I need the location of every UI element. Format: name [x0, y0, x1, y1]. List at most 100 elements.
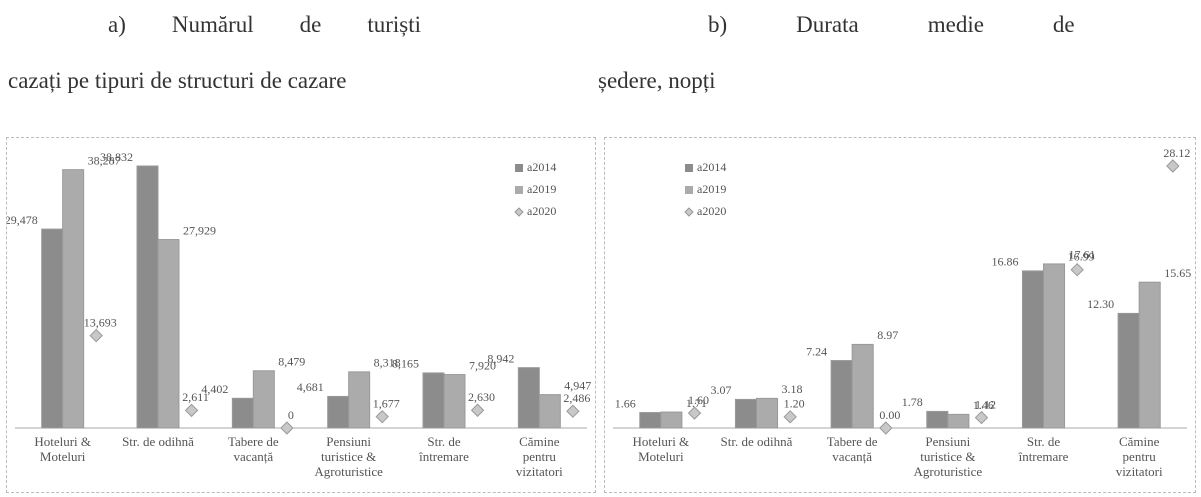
x-tick-label: Pensiuni turistice & Agroturistice — [913, 434, 983, 479]
diamond-marker — [470, 403, 485, 417]
x-tick-label: Tabere de vacanță — [227, 434, 279, 464]
data-label: 7.24 — [806, 344, 827, 358]
legend-label: a2014 — [697, 160, 726, 174]
bar — [1021, 270, 1045, 429]
diamond-marker — [89, 328, 103, 343]
data-label: 38,832 — [100, 150, 133, 164]
bar — [851, 343, 874, 429]
bar — [1117, 312, 1140, 429]
diamond-marker — [1166, 159, 1180, 173]
diamond-marker — [879, 421, 893, 435]
legend-marker — [684, 207, 694, 217]
data-label: 8,165 — [392, 357, 419, 371]
data-label: 8,479 — [278, 355, 305, 369]
data-label: 38,287 — [88, 153, 121, 167]
data-label: 27,929 — [183, 223, 216, 237]
bar — [443, 374, 466, 429]
data-label: 3.18 — [782, 382, 803, 396]
bar — [157, 239, 180, 429]
bar — [639, 412, 662, 429]
bar — [830, 360, 853, 429]
data-label: 3.07 — [710, 383, 731, 397]
legend-label: a2020 — [527, 204, 556, 218]
chart: 29,478 38,287 13,693 38,832 27,929 2,6114,402… — [7, 150, 591, 435]
x-tick-label: Pensiuni turistice & Agroturistice — [314, 434, 383, 479]
bar — [348, 371, 371, 429]
bar — [660, 411, 683, 429]
data-label: 1.78 — [902, 395, 923, 409]
data-label: 8,942 — [487, 351, 514, 365]
caption: cazați pe tipuri de structuri de cazare — [8, 68, 347, 93]
data-label: 16.99 — [1068, 249, 1095, 263]
data-label: 1.60 — [688, 393, 709, 407]
bar — [231, 397, 254, 429]
diamond-marker — [974, 410, 989, 425]
data-label: 2,611 — [182, 390, 209, 404]
x-tick-label: Str. de întremare — [419, 434, 469, 464]
data-label: 13,693 — [84, 315, 117, 329]
x-tick-label: Cămine pentru vizitatori — [1115, 434, 1163, 479]
legend-label: a2019 — [697, 182, 726, 196]
bar — [252, 370, 275, 429]
data-label: 2,486 — [563, 391, 590, 405]
bar — [422, 372, 445, 429]
x-tick-label: Hoteluri & Moteluri — [632, 434, 690, 464]
bar — [327, 395, 350, 429]
caption: b) Durata medie de — [708, 12, 1075, 37]
data-label: 8,318 — [374, 356, 401, 370]
bar — [538, 394, 561, 429]
data-label: 4,681 — [297, 380, 324, 394]
bar — [1138, 281, 1161, 429]
data-label: 0 — [288, 408, 294, 422]
x-tick-label: Str. de întremare — [1018, 434, 1069, 464]
x-tick-label: Str. de odihnă — [720, 434, 793, 449]
bar — [41, 228, 64, 429]
data-label: 2,630 — [468, 390, 495, 404]
legend-swatch — [515, 186, 523, 194]
data-label: 1.71 — [686, 396, 707, 410]
data-label: 4,947 — [564, 378, 591, 392]
data-label: 15.65 — [1164, 266, 1191, 280]
x-tick-label: Str. de odihnă — [122, 434, 194, 449]
diamond-marker — [687, 406, 702, 420]
data-label: 4,402 — [201, 382, 228, 396]
x-tick-label: Hoteluri & Moteluri — [34, 434, 91, 464]
x-tick-label: Tabere de vacanță — [826, 434, 878, 464]
data-label: 1.66 — [615, 396, 636, 410]
chart-panel: 29,478 38,287 13,693 38,832 27,929 2,611 4,402… — [6, 137, 596, 493]
legend-label: a2014 — [527, 160, 556, 174]
data-label: 16.86 — [991, 255, 1018, 269]
data-label: 12.30 — [1087, 297, 1114, 311]
x-tick-label: Cămine pentru vizitatori — [515, 434, 563, 479]
chart: 1.66 1.711.603.07 3.181.20 7.24 8.97 0.001.78… — [613, 146, 1191, 435]
data-label: 0.00 — [879, 408, 900, 422]
diamond-marker — [566, 404, 580, 418]
bar — [136, 165, 159, 429]
caption: ședere, nopți — [598, 68, 716, 93]
bar — [62, 169, 85, 429]
legend-swatch — [685, 164, 693, 172]
data-label: 8.97 — [877, 328, 898, 342]
data-label: 1.46 — [973, 398, 994, 412]
data-label: 29,478 — [7, 213, 38, 227]
caption: a) Numărul de turiști — [108, 12, 422, 37]
legend-label: a2019 — [527, 182, 556, 196]
diamond-marker — [783, 410, 797, 424]
data-label: 1,677 — [373, 396, 400, 410]
diamond-marker — [1070, 262, 1084, 277]
legend-swatch — [515, 164, 523, 172]
diamond-marker — [184, 403, 199, 418]
data-label: 17.61 — [1069, 248, 1096, 262]
legend-label: a2020 — [697, 204, 726, 218]
legend-swatch — [685, 186, 693, 194]
bar — [756, 397, 779, 429]
bar — [947, 413, 970, 429]
bar — [734, 398, 758, 429]
legend-marker — [514, 207, 524, 217]
data-label: 1.12 — [975, 397, 996, 411]
data-label: 7,920 — [469, 358, 496, 372]
diamond-marker — [280, 421, 294, 435]
bar — [926, 410, 949, 429]
chart-panel: 1.66 1.71 1.60 3.07 3.18 1.20 7.24 8.97 0.00 1.78… — [604, 137, 1196, 493]
